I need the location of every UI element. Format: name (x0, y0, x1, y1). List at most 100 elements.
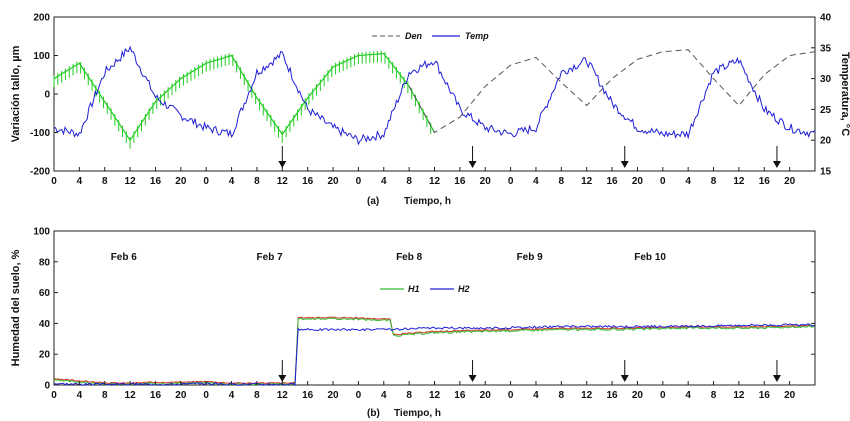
x-tick-label: 8 (711, 176, 717, 187)
legend-den-label: Den (405, 31, 423, 41)
x-tick-label: 20 (784, 176, 796, 187)
arrow-head (468, 375, 477, 382)
x-tick-label: 8 (102, 390, 108, 401)
x-tick-label: 0 (508, 390, 514, 401)
y2-tick-label: 30 (820, 74, 832, 85)
x-tick-label: 8 (254, 176, 260, 187)
date-label: Feb 8 (396, 252, 423, 263)
x-tick-label: 16 (607, 176, 619, 187)
den-series-line (408, 49, 816, 134)
x-tick-label: 8 (406, 390, 412, 401)
date-label: Feb 10 (634, 252, 666, 263)
legend-h1-label: H1 (408, 284, 420, 294)
legend-h2-label: H2 (458, 284, 470, 294)
x-tick-label: 16 (454, 390, 466, 401)
x-tick-label: 16 (759, 390, 771, 401)
x-tick-label: 20 (175, 176, 187, 187)
x-tick-label: 12 (277, 176, 289, 187)
x-tick-label: 12 (581, 390, 593, 401)
arrow-head (772, 161, 781, 168)
x-tick-label: 4 (77, 176, 83, 187)
x-tick-label: 16 (607, 390, 619, 401)
date-label: Feb 6 (111, 252, 138, 263)
arrow-head (468, 161, 477, 168)
x-tick-label: 0 (203, 390, 209, 401)
panel-a-ylabel: Variación tallo, µm (10, 45, 22, 142)
x-tick-label: 20 (632, 390, 644, 401)
y-tick-label: 80 (39, 257, 51, 268)
temp-series-line (53, 45, 816, 146)
x-tick-label: 0 (356, 390, 362, 401)
panel-b-legend: H1 H2 (380, 284, 470, 294)
y-tick-label: 200 (33, 13, 50, 24)
x-tick-label: 12 (733, 390, 745, 401)
panel-a-legend: Den Temp (372, 31, 489, 41)
y-tick-label: 0 (44, 90, 50, 101)
y2-tick-label: 15 (820, 167, 832, 178)
panel-b-ylabel: Humedad del suelo, % (10, 249, 22, 366)
x-tick-label: 4 (533, 390, 539, 401)
x-tick-label: 16 (302, 176, 314, 187)
y2-tick-label: 20 (820, 136, 832, 147)
panel-a-caption-letter: (a) (367, 196, 379, 207)
panel-a-arrows (278, 146, 781, 168)
x-tick-label: 20 (327, 176, 339, 187)
panel-a-series (53, 45, 816, 149)
x-tick-label: 20 (175, 390, 187, 401)
arrow-head (620, 375, 629, 382)
x-tick-label: 4 (77, 390, 83, 401)
x-tick-label: 16 (150, 390, 162, 401)
x-tick-label: 0 (508, 176, 514, 187)
x-tick-label: 8 (559, 390, 565, 401)
x-tick-label: 4 (229, 390, 235, 401)
panel-b-caption-letter: (b) (367, 408, 380, 419)
y-tick-label: 100 (33, 227, 50, 238)
x-tick-label: 20 (480, 390, 492, 401)
x-tick-label: 8 (102, 176, 108, 187)
x-tick-label: 16 (302, 390, 314, 401)
x-tick-label: 20 (784, 390, 796, 401)
x-tick-label: 16 (759, 176, 771, 187)
panel-b-frame (53, 230, 816, 386)
x-tick-label: 0 (51, 390, 57, 401)
x-tick-label: 0 (660, 390, 666, 401)
x-tick-label: 12 (581, 176, 593, 187)
panel-b-date-labels: Feb 6 Feb 7 Feb 8 Feb 9 Feb 10 (111, 252, 667, 263)
x-tick-label: 20 (327, 390, 339, 401)
x-tick-label: 12 (125, 390, 137, 401)
x-tick-label: 8 (254, 390, 260, 401)
x-tick-label: 8 (711, 390, 717, 401)
x-tick-label: 4 (685, 390, 691, 401)
x-tick-label: 8 (559, 176, 565, 187)
y2-tick-label: 40 (820, 13, 832, 24)
x-tick-label: 0 (660, 176, 666, 187)
stem-variation-line (53, 52, 436, 142)
panel-a-caption-text: Tiempo, h (404, 196, 451, 207)
x-tick-label: 4 (381, 176, 387, 187)
arrow-head (278, 375, 287, 382)
x-tick-label: 12 (733, 176, 745, 187)
panel-a-y2label: Temperatura, °C (839, 52, 850, 136)
y-tick-label: -100 (30, 128, 50, 139)
x-tick-label: 20 (632, 176, 644, 187)
x-tick-label: 12 (429, 176, 441, 187)
arrow-head (620, 161, 629, 168)
arrow-head (278, 161, 287, 168)
x-tick-label: 4 (533, 176, 539, 187)
y-tick-label: 100 (33, 51, 50, 62)
y-tick-label: 0 (44, 381, 50, 392)
y-tick-label: 20 (39, 350, 51, 361)
x-tick-label: 4 (685, 176, 691, 187)
x-tick-label: 12 (125, 176, 137, 187)
y-tick-label: 40 (39, 319, 51, 330)
panel-b-caption-text: Tiempo, h (394, 408, 441, 419)
x-tick-label: 20 (480, 176, 492, 187)
date-label: Feb 7 (257, 252, 284, 263)
y-tick-label: -200 (30, 167, 50, 178)
x-tick-label: 8 (406, 176, 412, 187)
